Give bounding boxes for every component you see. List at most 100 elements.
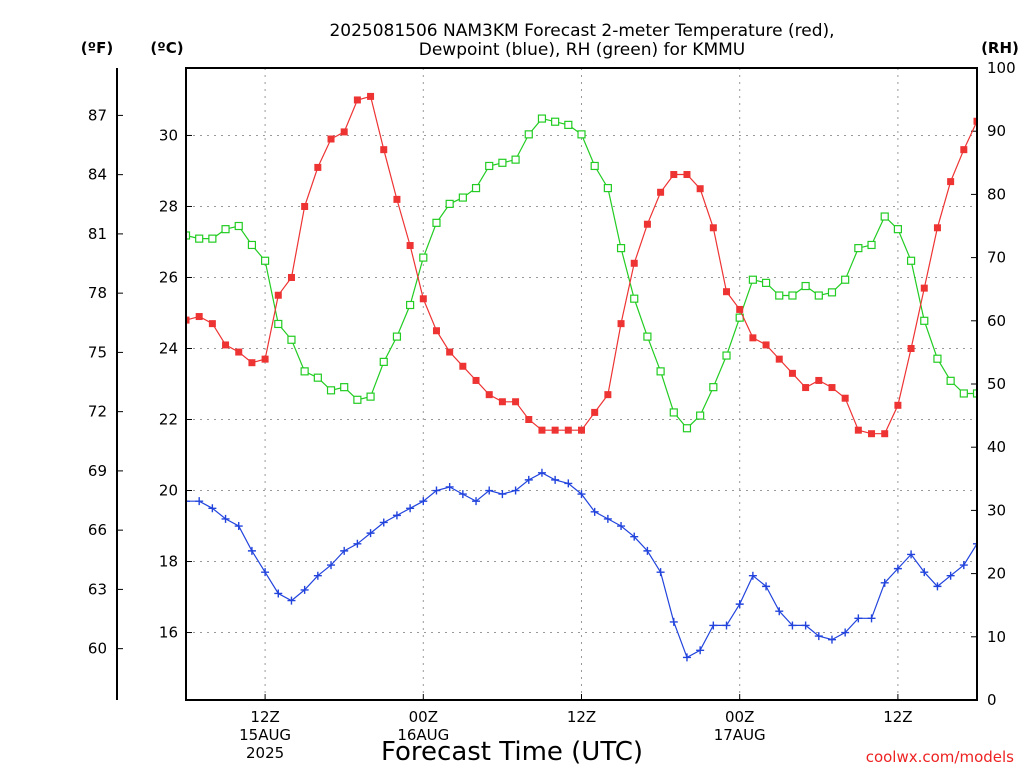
unit-celsius: (ºC) — [150, 39, 183, 57]
rh-point — [419, 253, 428, 262]
temperature-point — [591, 408, 599, 416]
temperature-point — [920, 284, 928, 292]
temperature-point — [235, 348, 243, 356]
dewpoint-point — [827, 635, 836, 644]
temperature-series — [186, 92, 977, 438]
dewpoint-point — [643, 546, 652, 555]
rh-point — [748, 275, 757, 284]
dewpoint-point — [735, 600, 744, 609]
dewpoint-point — [511, 486, 520, 495]
dewpoint-point — [208, 504, 217, 513]
dewpoint-point — [406, 504, 415, 513]
time-tick-label: 12Z — [567, 708, 596, 726]
rh-point — [458, 193, 467, 202]
rh-point — [827, 288, 837, 297]
rh-point — [551, 117, 560, 126]
dewpoint-point — [186, 497, 190, 506]
temperature-point — [538, 426, 546, 434]
temperature-point — [208, 320, 216, 328]
rh-point — [537, 114, 547, 123]
dewpoint-point — [590, 507, 599, 516]
temperature-point — [709, 224, 717, 232]
dewpoint-point — [841, 628, 850, 637]
rh-point — [221, 225, 230, 234]
celsius-tick-label: 22 — [159, 411, 178, 429]
rh-point — [880, 212, 889, 221]
dewpoint-point — [551, 475, 560, 484]
time-tick-label: 16AUG — [397, 726, 449, 744]
rh-tick-label: 100 — [987, 59, 1016, 77]
rh-point — [906, 256, 916, 265]
rh-point — [801, 281, 810, 291]
rh-point — [498, 158, 507, 167]
dewpoint-point — [577, 490, 586, 499]
rh-point — [775, 291, 784, 300]
rh-point — [761, 278, 771, 287]
rh-tick-label: 10 — [987, 628, 1006, 646]
rh-point — [445, 199, 454, 208]
time-tick-label: 15AUG — [239, 726, 291, 744]
rh-point — [630, 294, 639, 303]
temperature-point — [261, 355, 269, 363]
dewpoint-point — [617, 522, 626, 531]
dewpoint-point — [458, 490, 467, 499]
rh-point — [959, 389, 968, 398]
rh-point — [814, 291, 823, 300]
rh-point — [788, 291, 797, 300]
fahrenheit-tick-label: 87 — [88, 106, 107, 124]
celsius-tick-label: 18 — [159, 553, 178, 571]
temperature-point — [947, 178, 955, 186]
rh-axis: 0 10 20 30 40 50 60 70 80 90 100 — [971, 59, 1016, 709]
time-tick-label: 12Z — [250, 708, 279, 726]
dewpoint-point — [564, 479, 573, 488]
rh-point — [867, 240, 876, 250]
plot-frame — [185, 67, 978, 701]
rh-point — [696, 411, 705, 420]
rh-tick-label: 0 — [987, 691, 997, 709]
fahrenheit-tick-label: 81 — [88, 225, 107, 243]
rh-point — [313, 373, 322, 382]
rh-point — [511, 155, 520, 164]
temperature-point — [881, 430, 889, 438]
dewpoint-point — [814, 632, 823, 641]
celsius-tick-label: 24 — [159, 339, 178, 357]
temperature-point — [802, 384, 810, 392]
time-tick-label: 12Z — [883, 708, 912, 726]
temperature-point — [186, 316, 190, 324]
temperature-point — [248, 359, 256, 367]
rh-point — [709, 383, 718, 392]
dewpoint-point — [867, 614, 876, 623]
dewpoint-point — [247, 546, 256, 555]
dewpoint-point — [366, 529, 375, 538]
temperature-point — [419, 295, 427, 303]
temperature-point — [670, 171, 678, 179]
temperature-point — [498, 398, 506, 406]
temperature-point — [762, 341, 770, 349]
rh-point — [643, 332, 652, 341]
rh-point — [577, 130, 586, 139]
rh-point — [326, 386, 336, 395]
temperature-point — [301, 202, 309, 210]
dewpoint-point — [669, 617, 678, 626]
temperature-point — [195, 313, 203, 321]
dewpoint-point — [709, 621, 718, 630]
rh-point — [208, 234, 217, 243]
fahrenheit-tick-label: 75 — [88, 343, 107, 361]
rh-point — [893, 225, 903, 234]
temperature-point — [643, 220, 651, 228]
dewpoint-point — [656, 568, 665, 577]
dewpoint-point — [340, 546, 349, 555]
temperature-point — [868, 430, 876, 438]
dewpoint-point — [300, 585, 309, 594]
dewpoint-point — [893, 564, 902, 573]
temperature-point — [314, 163, 322, 171]
rh-point — [656, 367, 665, 376]
rh-point — [340, 383, 349, 392]
rh-point — [287, 335, 296, 344]
temperature-point — [933, 224, 941, 232]
fahrenheit-tick-label: 69 — [88, 462, 107, 480]
dewpoint-point — [353, 539, 362, 548]
temperature-point — [512, 398, 520, 406]
rh-tick-label: 20 — [987, 565, 1006, 583]
